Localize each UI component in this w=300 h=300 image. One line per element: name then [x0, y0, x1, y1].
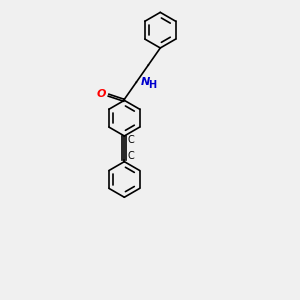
Text: N: N: [140, 77, 150, 87]
Text: C: C: [127, 151, 134, 161]
Text: H: H: [148, 80, 156, 90]
Text: O: O: [97, 88, 106, 98]
Text: C: C: [127, 135, 134, 145]
